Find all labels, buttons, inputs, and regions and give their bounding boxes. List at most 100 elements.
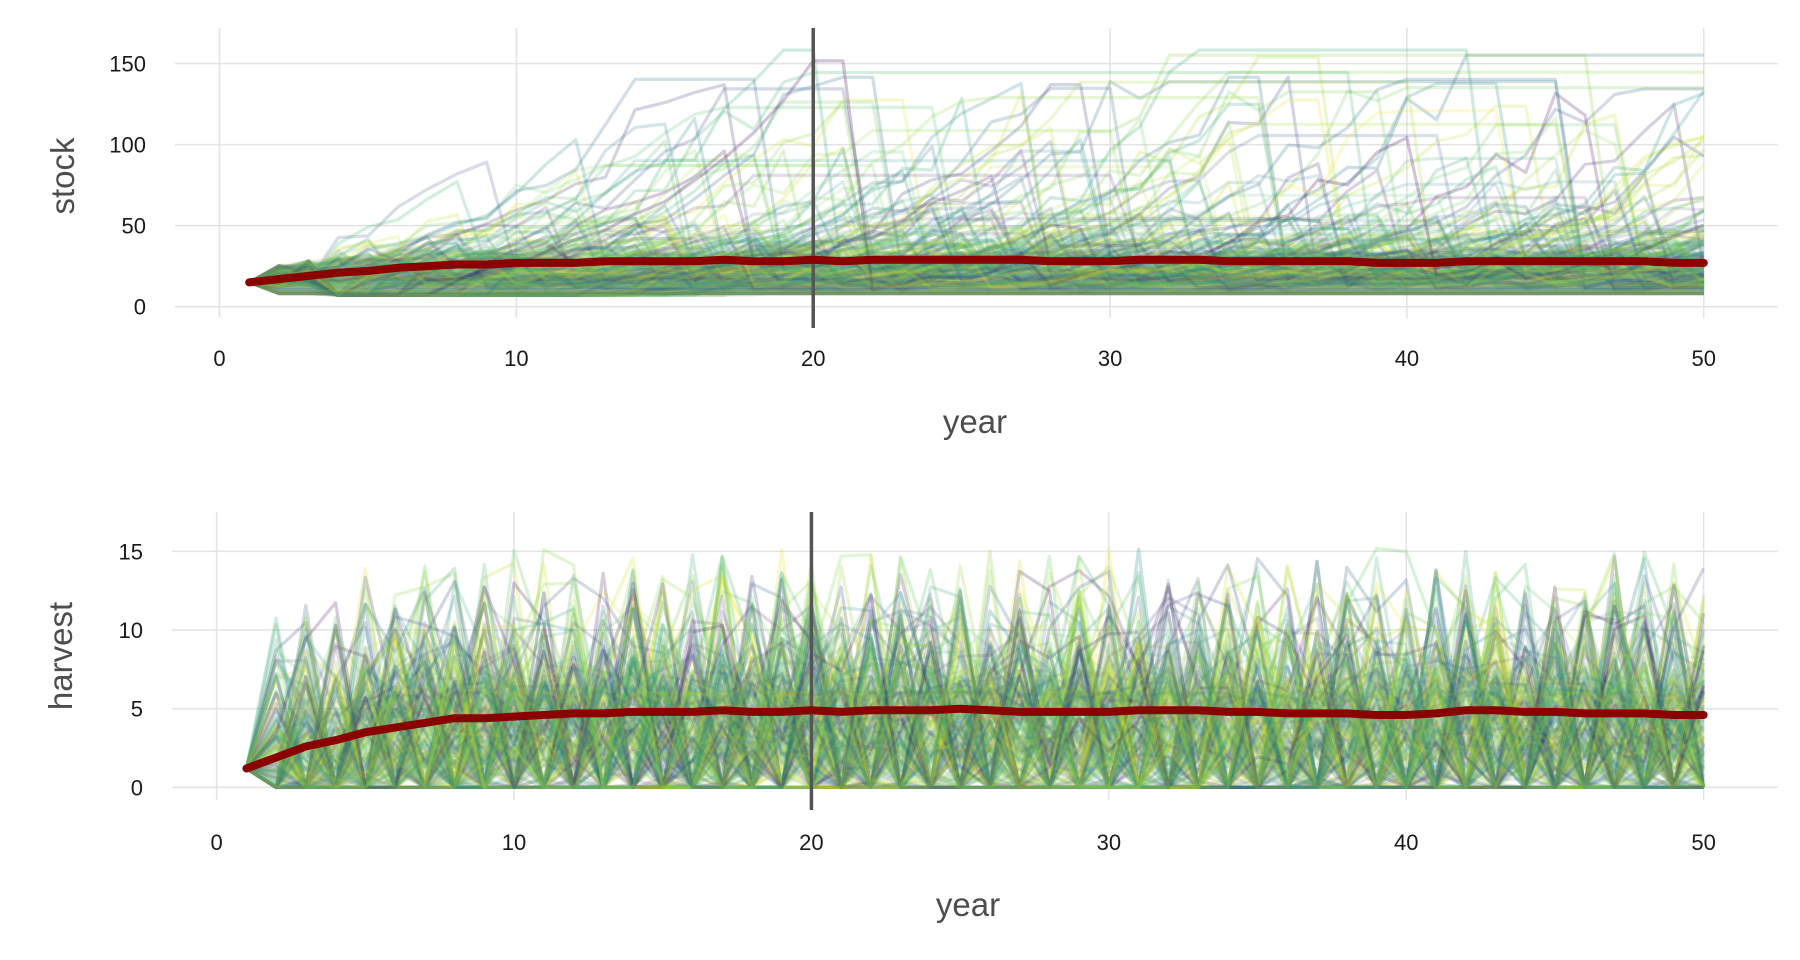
simulation-trajectory — [245, 661, 1705, 790]
simulation-trajectory — [245, 556, 1704, 790]
simulation-trajectory — [248, 276, 1704, 286]
simulation-trajectory — [248, 251, 1704, 297]
simulation-trajectory — [248, 53, 1705, 297]
mean-series-line — [245, 255, 1708, 287]
simulation-trajectory — [245, 689, 1705, 790]
simulation-trajectory — [249, 279, 1705, 290]
simulation-trajectory — [249, 90, 1706, 285]
simulation-trajectory — [244, 649, 1704, 790]
simulation-trajectory — [244, 620, 1706, 790]
simulation-trajectory — [249, 231, 1704, 287]
simulation-trajectory — [245, 589, 1706, 790]
simulation-trajectory — [245, 691, 1705, 790]
simulation-trajectory — [248, 280, 1704, 296]
simulation-trajectory — [248, 273, 1704, 288]
simulation-trajectory — [245, 581, 1704, 790]
simulation-trajectory — [249, 280, 1704, 297]
y-tick-label: 5 — [131, 697, 143, 722]
simulation-trajectory — [245, 546, 1704, 790]
simulation-trajectory — [245, 660, 1705, 790]
simulation-trajectory — [245, 576, 1704, 790]
simulation-trajectory — [245, 666, 1705, 790]
simulation-trajectory — [245, 691, 1705, 790]
simulation-trajectory — [245, 674, 1706, 790]
simulation-trajectory — [245, 595, 1706, 790]
simulation-trajectory — [245, 688, 1706, 790]
simulation-trajectory — [246, 684, 1706, 790]
simulation-trajectory — [245, 678, 1706, 790]
simulation-trajectory — [245, 684, 1705, 790]
x-tick-label: 10 — [502, 830, 526, 855]
simulation-trajectory — [245, 571, 1706, 790]
simulation-trajectory — [245, 690, 1705, 790]
simulation-trajectory — [248, 255, 1704, 293]
simulation-trajectory — [245, 621, 1706, 790]
simulation-trajectory — [248, 280, 1704, 291]
simulation-trajectory — [249, 77, 1705, 284]
simulation-trajectory — [248, 186, 1705, 297]
simulation-trajectory — [245, 690, 1706, 790]
simulation-trajectory — [249, 280, 1704, 297]
simulation-trajectory — [245, 682, 1705, 790]
simulation-trajectory — [246, 594, 1706, 790]
simulation-trajectory — [245, 677, 1704, 790]
simulation-trajectory — [245, 640, 1706, 790]
simulation-trajectory — [245, 687, 1704, 790]
simulation-trajectory — [248, 86, 1705, 297]
simulation-trajectory — [244, 652, 1705, 790]
simulation-trajectory — [248, 215, 1705, 292]
x-tick-label: 30 — [1098, 346, 1122, 371]
simulation-trajectory — [245, 571, 1706, 790]
simulation-trajectory — [245, 684, 1705, 790]
simulation-trajectory — [248, 273, 1704, 297]
simulation-trajectory — [248, 269, 1704, 291]
simulation-trajectory — [248, 280, 1704, 297]
simulation-trajectory — [245, 594, 1706, 790]
simulation-trajectory — [244, 617, 1706, 790]
simulation-trajectory — [245, 576, 1706, 790]
simulation-trajectory — [245, 689, 1705, 790]
simulation-trajectory — [249, 236, 1705, 293]
simulation-trajectory — [245, 679, 1705, 790]
simulation-trajectory — [244, 632, 1704, 790]
simulation-trajectory — [245, 675, 1706, 790]
simulation-trajectory — [246, 642, 1706, 790]
simulation-trajectory — [248, 255, 1704, 291]
stock-simulation-trajectories — [248, 48, 1706, 297]
simulation-trajectory — [248, 276, 1704, 297]
simulation-trajectory — [248, 136, 1705, 290]
simulation-trajectory — [249, 81, 1705, 284]
simulation-trajectory — [248, 280, 1704, 295]
simulation-trajectory — [244, 658, 1706, 790]
simulation-trajectory — [248, 196, 1704, 287]
simulation-trajectory — [248, 280, 1704, 292]
simulation-trajectory — [246, 690, 1705, 790]
simulation-trajectory — [245, 627, 1705, 790]
simulation-trajectory — [248, 216, 1705, 297]
simulation-trajectory — [245, 562, 1706, 790]
simulation-trajectory — [245, 673, 1705, 790]
simulation-trajectory — [248, 280, 1704, 297]
harvest-tick-labels: 0 10 20 30 40 50 0 5 10 15 — [119, 539, 1716, 855]
simulation-trajectory — [246, 573, 1706, 790]
simulation-trajectory — [245, 547, 1705, 790]
simulation-trajectory — [248, 75, 1704, 297]
simulation-trajectory — [244, 606, 1706, 790]
simulation-trajectory — [248, 225, 1705, 297]
simulation-trajectory — [245, 671, 1705, 790]
x-tick-label: 40 — [1395, 346, 1419, 371]
simulation-trajectory — [248, 216, 1705, 297]
simulation-trajectory — [244, 652, 1706, 790]
simulation-trajectory — [248, 280, 1704, 294]
simulation-trajectory — [248, 237, 1704, 297]
simulation-trajectory — [245, 650, 1706, 790]
simulation-trajectory — [249, 205, 1704, 297]
simulation-trajectory — [246, 691, 1705, 790]
simulation-trajectory — [245, 683, 1704, 790]
simulation-trajectory — [249, 225, 1704, 293]
simulation-trajectory — [249, 280, 1704, 293]
simulation-trajectory — [249, 276, 1704, 292]
simulation-trajectory — [249, 203, 1705, 284]
simulation-trajectory — [245, 632, 1705, 790]
simulation-trajectory — [249, 233, 1705, 289]
